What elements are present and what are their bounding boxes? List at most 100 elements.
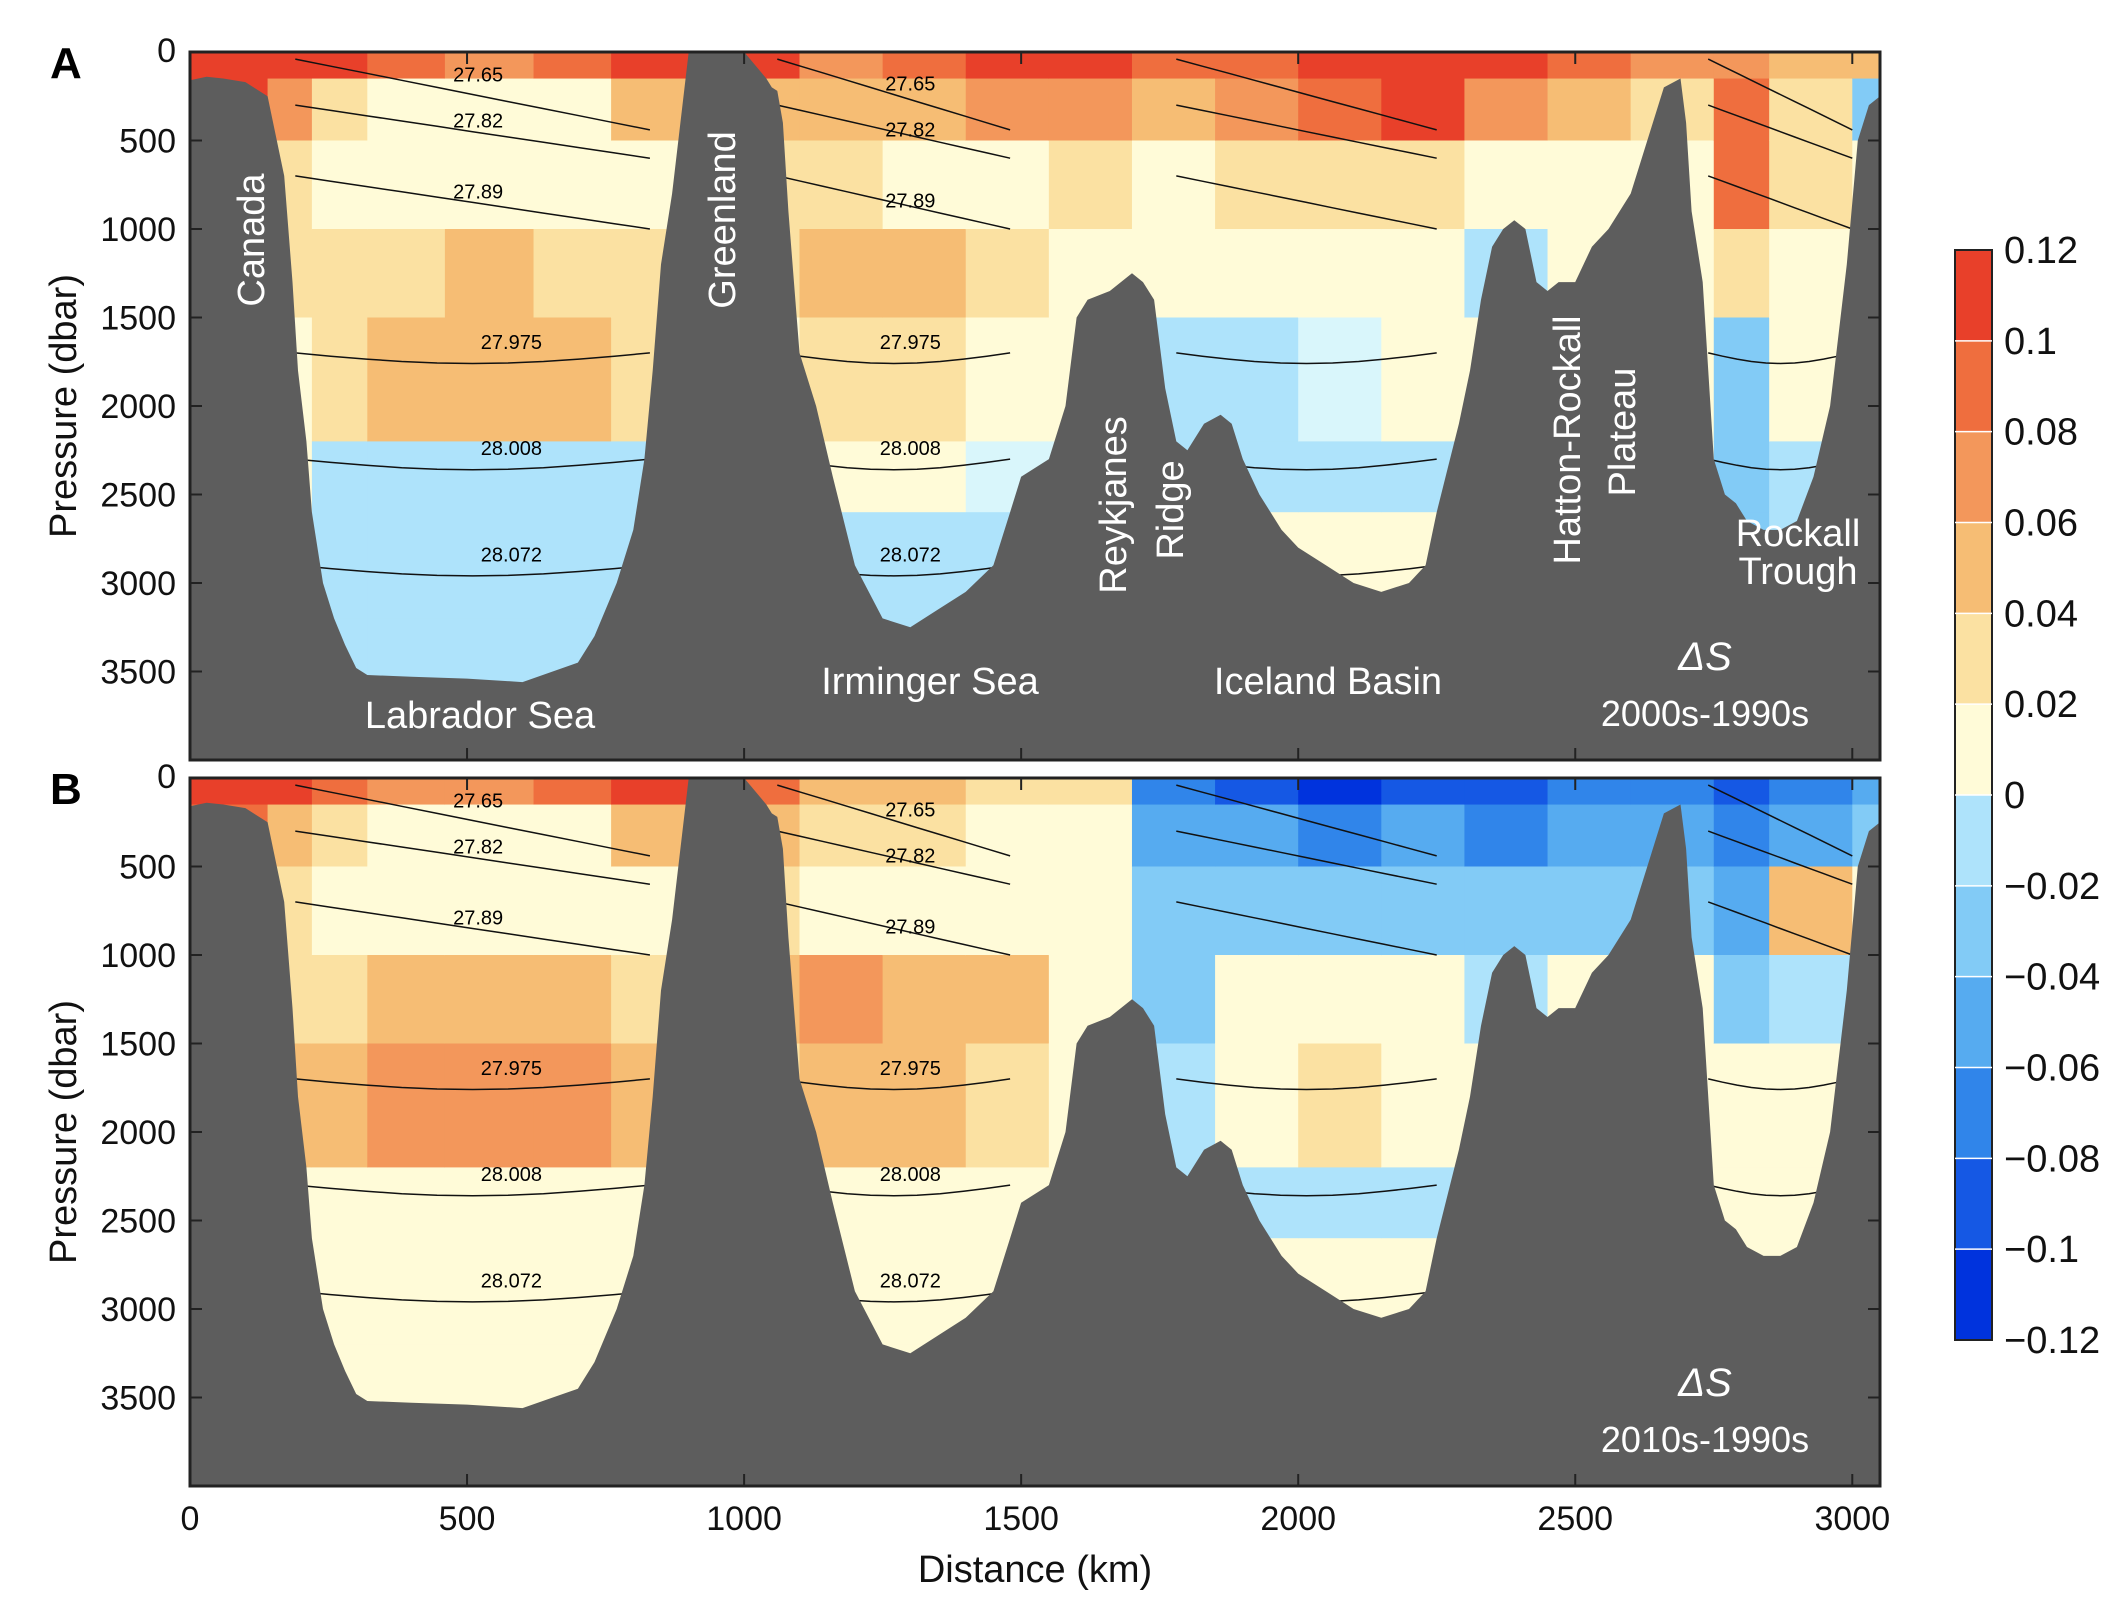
heatmap-cell xyxy=(267,804,313,867)
heatmap-cell xyxy=(799,955,884,1044)
heatmap-cell xyxy=(1464,78,1549,141)
heatmap-cell xyxy=(1048,866,1133,956)
label-trough: Trough xyxy=(1739,551,1858,593)
y-tick-label: 3000 xyxy=(100,1291,176,1329)
heatmap-cell xyxy=(311,441,368,513)
heatmap-cell xyxy=(1547,140,1632,230)
heatmap-cell xyxy=(1852,52,1880,80)
heatmap-cell xyxy=(1769,778,1853,806)
colorbar-block xyxy=(1955,885,1992,978)
isopycnal-line xyxy=(1176,1078,1437,1091)
heatmap-cell xyxy=(1298,52,1382,80)
isopycnal-line xyxy=(1707,58,1853,131)
heatmap-cell xyxy=(965,955,1050,1044)
heatmap-cell xyxy=(1048,52,1133,80)
heatmap-cell xyxy=(444,1043,535,1168)
heatmap-cell xyxy=(611,52,690,80)
period-label-b: 2010s-1990s xyxy=(1601,1419,1809,1460)
isopycnal-line xyxy=(777,58,1011,131)
isopycnal-line xyxy=(1707,104,1853,159)
heatmap-cell xyxy=(1298,229,1382,318)
heatmap-cell xyxy=(444,229,535,318)
isopycnal-label: 27.89 xyxy=(453,181,503,203)
isopycnal-label: 27.975 xyxy=(880,1058,941,1080)
isopycnal-label: 28.072 xyxy=(481,544,542,566)
heatmap-cell xyxy=(965,78,1050,141)
heatmap-cell xyxy=(267,52,313,80)
isopycnal-label: 27.89 xyxy=(885,190,935,212)
heatmap-cell xyxy=(444,955,535,1044)
heatmap-cell xyxy=(1048,778,1133,806)
y-tick-label: 1500 xyxy=(100,300,176,338)
y-tick-label: 2000 xyxy=(100,388,176,426)
heatmap-cell xyxy=(533,78,612,141)
x-axis-label: Distance (km) xyxy=(918,1549,1152,1591)
label-irminger-sea: Irminger Sea xyxy=(821,661,1039,703)
heatmap-cell xyxy=(965,804,1050,867)
y-tick-label: 500 xyxy=(119,123,176,161)
colorbar-tick-label: 0.02 xyxy=(2004,684,2078,726)
colorbar-blocks xyxy=(1955,250,1992,1341)
x-tick-label: 2500 xyxy=(1537,1500,1613,1538)
heatmap-cell xyxy=(311,1167,368,1239)
heatmap-cell xyxy=(799,778,884,806)
heatmap-cell xyxy=(1215,778,1299,806)
label-greenland: Greenland xyxy=(702,131,744,308)
colorbar-tick-label: −0.04 xyxy=(2004,957,2100,999)
heatmap-cell xyxy=(367,955,446,1044)
heatmap-cell xyxy=(882,52,967,80)
heatmap-cell xyxy=(882,1167,967,1239)
x-tick-label: 1000 xyxy=(706,1500,782,1538)
x-axis-ticks-a xyxy=(189,52,1854,760)
heatmap-cell xyxy=(1381,317,1465,442)
heatmap-cell xyxy=(533,866,612,956)
heatmap-cell xyxy=(799,229,884,318)
x-tick-label: 500 xyxy=(439,1500,496,1538)
isopycnal-contours-a: 27.65 27.65 27.82 27.82 27.89 27.89 27.975 27.9… xyxy=(295,58,1853,577)
y-tick-label: 2500 xyxy=(100,1203,176,1241)
heatmap-cell xyxy=(882,1043,967,1168)
heatmap-cell xyxy=(1131,140,1216,230)
heatmap-cell xyxy=(1464,52,1549,80)
heatmap-cell xyxy=(311,955,368,1044)
heatmap-cell xyxy=(1048,804,1133,867)
heatmap-cell xyxy=(444,866,535,956)
heatmap-cell xyxy=(1769,955,1853,1044)
colorbar-block xyxy=(1955,1067,1992,1159)
heatmap-cell xyxy=(1713,317,1770,442)
x-tick-label: 1500 xyxy=(983,1500,1059,1538)
heatmap-cell xyxy=(965,866,1050,956)
heatmap-cell xyxy=(1298,804,1382,867)
heatmap-cell xyxy=(882,866,967,956)
isopycnal-line xyxy=(1708,352,1853,365)
heatmap-cell xyxy=(311,52,368,80)
heatmap-cell xyxy=(533,804,612,867)
colorbar-tick-label: −0.08 xyxy=(2004,1138,2100,1180)
heatmap-cell xyxy=(1298,140,1382,230)
heatmap-cell xyxy=(1769,140,1853,230)
isopycnal-line xyxy=(295,784,651,857)
colorbar-block xyxy=(1955,1249,1992,1341)
heatmap-cell xyxy=(1298,78,1382,141)
isopycnal-label: 27.82 xyxy=(453,111,503,133)
heatmap-cell xyxy=(1630,52,1715,80)
heatmap-cell xyxy=(1547,778,1632,806)
colorbar-block xyxy=(1955,340,1992,433)
isopycnal-label: 27.89 xyxy=(885,916,935,938)
y-tick-label: 1000 xyxy=(100,211,176,249)
isopycnal-label: 28.008 xyxy=(481,438,542,460)
colorbar-tick-label: −0.12 xyxy=(2004,1320,2100,1362)
heatmap-cell xyxy=(1713,866,1770,956)
heatmap-cell xyxy=(611,778,690,806)
heatmap-cell xyxy=(1547,866,1632,956)
colorbar-tick-label: 0.1 xyxy=(2004,321,2057,363)
heatmap-cell xyxy=(444,52,535,80)
isopycnal-line xyxy=(295,830,651,885)
colorbar-tick-label: 0.08 xyxy=(2004,412,2078,454)
heatmap-cell xyxy=(1048,140,1133,230)
heatmap-cell xyxy=(1769,229,1853,318)
heatmap-cell xyxy=(1298,1167,1382,1239)
y-axis-a: 0 500 1000 1500 2000 2500 3000 3500 xyxy=(100,32,1880,692)
